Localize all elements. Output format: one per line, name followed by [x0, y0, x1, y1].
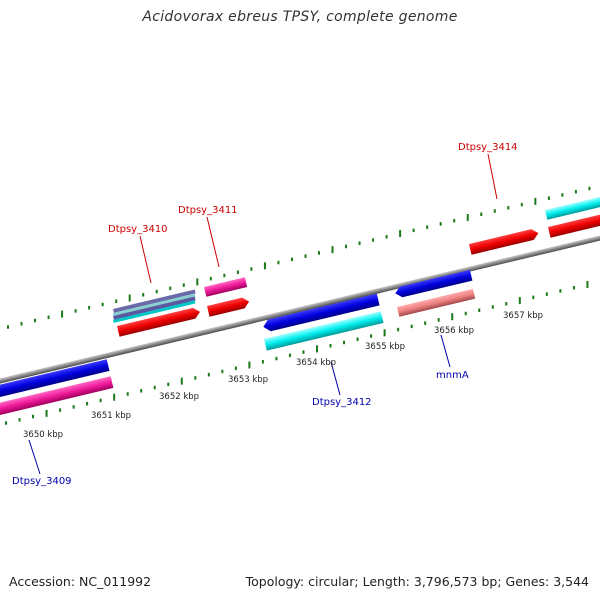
- genome-summary: Topology: circular; Length: 3,796,573 bp…: [245, 574, 589, 589]
- callout-dtpsy-3411: [206, 216, 220, 268]
- gene-cyan-strip-b: [113, 300, 196, 323]
- scale-label: 3652 kbp: [159, 392, 199, 402]
- gene-red-3414: [469, 229, 539, 255]
- genome-title: Acidovorax ebreus TPSY, complete genome: [142, 9, 458, 25]
- callout-dtpsy-3410: [139, 235, 152, 284]
- tick-marks: [5, 186, 600, 425]
- gene-label-dtpsy-3409[interactable]: Dtpsy_3409: [12, 476, 72, 487]
- genome-backbone: [0, 220, 600, 393]
- callout-lines: [28, 153, 498, 475]
- callout-mnma: [440, 334, 451, 368]
- scale-label: 3651 kbp: [91, 411, 131, 421]
- gene-salmon-mnma: [397, 288, 476, 317]
- gene-cyan-3412: [264, 311, 384, 351]
- scale-label: 3654 kbp: [296, 358, 336, 368]
- scale-labels: 3650 kbp 3651 kbp 3652 kbp 3653 kbp 3654…: [23, 311, 543, 440]
- gene-labels: Dtpsy_3409 Dtpsy_3410 Dtpsy_3411 Dtpsy_3…: [12, 142, 518, 487]
- scale-label: 3656 kbp: [434, 326, 474, 336]
- gene-purple-strip: [113, 289, 196, 313]
- gene-red-3411b: [207, 297, 250, 317]
- gene-label-dtpsy-3412[interactable]: Dtpsy_3412: [312, 397, 372, 408]
- callout-dtpsy-3414: [487, 153, 498, 200]
- accession-label: Accession: NC_011992: [9, 574, 152, 589]
- scale-label: 3657 kbp: [503, 311, 543, 321]
- gene-blue-left: [0, 359, 110, 399]
- gene-label-dtpsy-3411[interactable]: Dtpsy_3411: [178, 205, 238, 216]
- gene-features: [0, 193, 600, 417]
- gene-blue-3412: [263, 293, 380, 332]
- scale-label: 3655 kbp: [365, 342, 405, 352]
- gene-pink-left: [0, 376, 114, 417]
- callout-dtpsy-3409: [28, 439, 41, 475]
- gene-pink-3411: [204, 277, 248, 297]
- gene-purple-strip-b: [113, 296, 196, 320]
- scale-label: 3653 kbp: [228, 375, 268, 385]
- gene-cyan-strip-a: [113, 293, 196, 316]
- gene-red-3410: [117, 307, 200, 337]
- gene-label-dtpsy-3414[interactable]: Dtpsy_3414: [458, 142, 518, 153]
- gene-cyan-right: [545, 193, 600, 220]
- scale-label: 3650 kbp: [23, 430, 63, 440]
- gene-label-mnma[interactable]: mnmA: [436, 370, 469, 381]
- gene-red-right: [548, 210, 600, 238]
- callout-dtpsy-3412: [330, 361, 341, 396]
- backbone-line: [0, 220, 600, 393]
- gene-label-dtpsy-3410[interactable]: Dtpsy_3410: [108, 224, 168, 235]
- gene-blue-mnma: [395, 269, 473, 298]
